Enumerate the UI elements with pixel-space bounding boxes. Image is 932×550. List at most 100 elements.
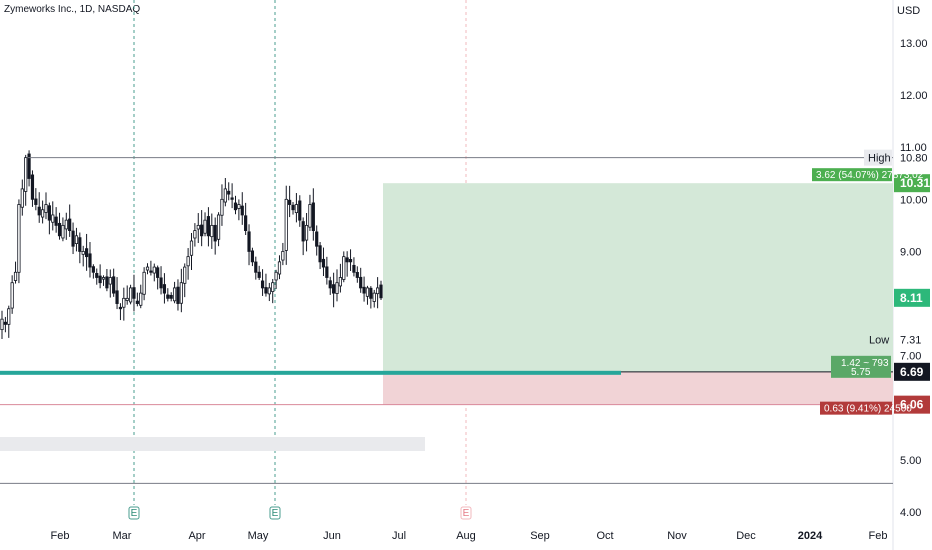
candle-body [95, 273, 99, 278]
candle-body [369, 287, 373, 299]
candle-body [176, 286, 180, 304]
candle-body [149, 270, 153, 273]
candle-body [216, 214, 221, 240]
earnings-marker[interactable] [460, 506, 472, 520]
entry-price-tag: 6.69 [900, 365, 924, 379]
candle-body [71, 230, 75, 247]
overlays [0, 157, 893, 484]
candle-body [267, 287, 271, 295]
candle-body [271, 282, 275, 292]
stop-info-bg [820, 401, 892, 415]
candle-body [57, 222, 62, 237]
earnings-marker[interactable] [128, 506, 140, 520]
candle-body [274, 271, 278, 281]
candle-body [105, 276, 109, 289]
candle-body [17, 204, 21, 273]
candle-body [179, 282, 183, 304]
high-label: High [868, 153, 891, 165]
entry-info-line1: 1.42 ~ 793 [841, 358, 889, 369]
current-price-tag: 8.11 [900, 291, 923, 305]
candle-body [98, 275, 102, 284]
x-tick-label: Dec [736, 530, 756, 542]
candle-body [27, 153, 31, 179]
candle-body [365, 287, 370, 297]
x-tick-label: Aug [456, 530, 476, 542]
earnings-marker-label: E [131, 508, 138, 519]
candle-body [186, 256, 190, 267]
candle-body [47, 205, 51, 221]
y-tick-label: 7.00 [900, 351, 921, 363]
candle-body [260, 280, 265, 289]
candle-body [335, 282, 339, 294]
position-zones [0, 183, 893, 451]
candle-body [338, 277, 342, 287]
candle-body [332, 284, 336, 294]
y-axis-currency: USD [897, 5, 920, 17]
candle-body [342, 256, 346, 280]
candle-body [376, 287, 380, 295]
candle-body [372, 292, 376, 302]
x-tick-label: 2024 [798, 530, 823, 542]
candle-body [30, 174, 35, 200]
candle-body [233, 202, 238, 211]
chart-title: Zymeworks Inc., 1D, NASDAQ [4, 4, 141, 15]
candle-body [189, 240, 194, 256]
candle-body [91, 266, 95, 273]
candle-body [145, 266, 150, 271]
candle-body [200, 224, 204, 237]
y-tick-label: 10.00 [900, 194, 928, 206]
y-tick-label: 12.00 [900, 90, 928, 102]
candle-body [318, 245, 322, 263]
candle-body [152, 266, 156, 274]
candle-body [213, 224, 217, 242]
candle-body [64, 219, 68, 230]
x-tick-label: Nov [667, 530, 687, 542]
candle-body [122, 297, 126, 308]
x-tick-label: Apr [188, 530, 205, 542]
candle-body [166, 294, 170, 299]
candle-body [196, 224, 200, 230]
candle-body [125, 297, 129, 301]
candle-body [328, 280, 332, 289]
candle-body [142, 271, 146, 295]
candle-body [81, 251, 85, 255]
x-tick-label: Mar [113, 530, 132, 542]
candle-body [112, 276, 116, 294]
candle-body [203, 219, 207, 234]
x-tick-label: Oct [596, 530, 613, 542]
candle-body [3, 321, 7, 325]
volume-band [0, 437, 425, 451]
candle-body [291, 204, 295, 211]
candle-body [230, 197, 234, 200]
candle-body [301, 221, 305, 242]
candle-body [244, 215, 248, 231]
candle-body [132, 287, 136, 299]
candle-body [101, 277, 106, 280]
profit-zone [383, 183, 893, 372]
current-price-tag-bg [894, 288, 930, 307]
target-info: 3.62 (54.07%) 27873.02 [816, 170, 924, 181]
candle-body [169, 294, 173, 299]
x-tick-label: Jul [392, 530, 406, 542]
teal-range-line [0, 370, 621, 375]
candle-body [10, 282, 14, 309]
candle-body [298, 200, 302, 221]
candle-body [88, 253, 92, 268]
y-axis: USD 13.00 12.00 11.00 10.00 9.00 7.00 5.00 4.00 [897, 5, 928, 519]
candle-body [193, 230, 197, 239]
candle-body [37, 206, 41, 216]
low-label: Low [869, 335, 889, 347]
candle-body [325, 266, 329, 278]
candle-body [108, 277, 112, 285]
target-price-tag: 10.31 [900, 176, 930, 190]
candle-body [183, 266, 187, 284]
candle-body [115, 290, 119, 304]
earnings-marker[interactable] [269, 506, 281, 520]
candle-body [294, 204, 299, 214]
earnings-marker-label: E [463, 508, 470, 519]
candle-body [172, 287, 177, 302]
y-tick-label: 11.00 [900, 142, 927, 154]
candle-body [44, 204, 48, 213]
candle-body [220, 198, 224, 216]
